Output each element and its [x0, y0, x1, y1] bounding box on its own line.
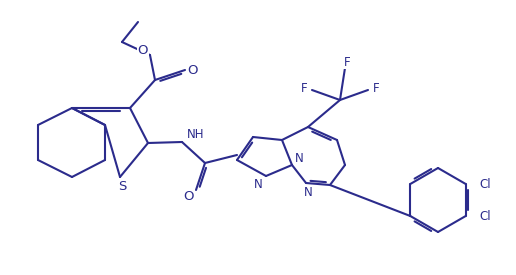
Text: F: F: [301, 81, 308, 95]
Text: F: F: [373, 81, 379, 95]
Text: F: F: [344, 56, 350, 68]
Text: O: O: [187, 64, 197, 76]
Text: NH: NH: [187, 128, 204, 142]
Text: N: N: [303, 186, 312, 199]
Text: N: N: [295, 153, 303, 166]
Text: Cl: Cl: [480, 210, 491, 222]
Text: N: N: [254, 177, 262, 191]
Text: Cl: Cl: [480, 177, 491, 191]
Text: O: O: [183, 191, 194, 204]
Text: O: O: [138, 45, 148, 57]
Text: S: S: [118, 180, 126, 192]
